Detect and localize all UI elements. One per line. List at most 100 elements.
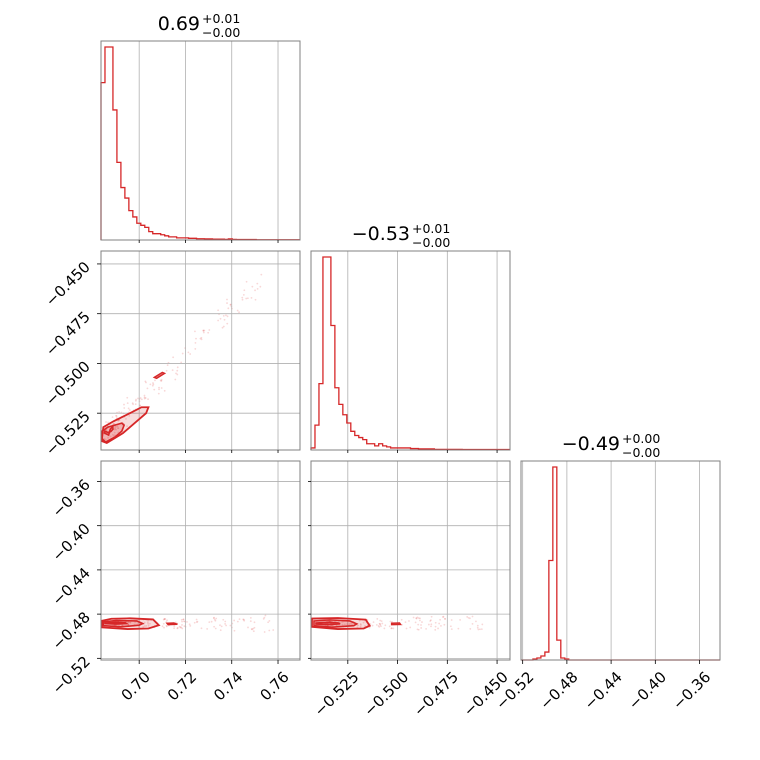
sample-point-2-7 — [208, 621, 211, 624]
title-param-1-minus: −0.00 — [202, 25, 240, 40]
sample-point-1-123 — [222, 314, 225, 317]
sample-point-2-91 — [247, 626, 249, 629]
sample-point-1-162 — [143, 396, 146, 399]
sample-point-3-168 — [430, 623, 433, 626]
sample-point-3-24 — [400, 618, 403, 621]
sample-point-1-36 — [109, 435, 112, 438]
sample-point-1-42 — [226, 298, 228, 301]
sample-point-3-141 — [477, 628, 480, 631]
sample-point-1-147 — [158, 388, 160, 391]
sample-point-3-174 — [476, 624, 479, 627]
sample-point-3-140 — [331, 620, 333, 623]
sample-point-1-10 — [152, 383, 155, 386]
sample-point-1-126 — [254, 298, 257, 301]
sample-point-1-167 — [245, 297, 248, 300]
sample-point-3-115 — [341, 621, 343, 623]
sample-point-2-88 — [164, 618, 167, 620]
sample-point-3-145 — [417, 628, 420, 631]
sample-point-1-93 — [126, 402, 129, 405]
sample-point-3-148 — [389, 620, 392, 623]
sample-point-2-44 — [267, 621, 270, 624]
sample-point-3-29 — [350, 622, 352, 625]
sample-point-3-133 — [429, 620, 432, 622]
sample-point-2-28 — [213, 625, 216, 628]
sample-point-1-97 — [107, 421, 110, 424]
sample-point-3-91 — [336, 624, 338, 627]
sample-point-1-4 — [143, 394, 146, 397]
sample-point-1-94 — [256, 288, 259, 290]
contour-blob-3 — [390, 622, 402, 626]
x-tick-label-3-4: −0.40 — [625, 668, 670, 713]
sample-point-1-111 — [202, 331, 205, 334]
sample-point-2-6 — [147, 624, 150, 627]
sample-point-1-99 — [160, 380, 163, 382]
sample-point-2-142 — [210, 620, 213, 623]
sample-point-1-143 — [112, 422, 115, 425]
sample-point-1-54 — [158, 386, 160, 389]
sample-point-3-150 — [419, 619, 421, 622]
sample-point-2-84 — [147, 622, 150, 625]
sample-point-3-99 — [466, 616, 469, 618]
sample-point-1-68 — [241, 298, 244, 301]
histogram-param-3 — [521, 466, 720, 661]
sample-point-2-36 — [181, 627, 184, 630]
sample-point-1-28 — [217, 309, 220, 312]
title-param-3-plus: +0.00 — [622, 431, 660, 446]
sample-point-3-110 — [341, 623, 344, 626]
sample-point-1-46 — [175, 372, 177, 375]
histogram-param-2 — [310, 256, 510, 451]
sample-point-3-93 — [475, 620, 477, 623]
sample-point-2-54 — [214, 619, 217, 622]
title-param-1-median: 0.69 — [158, 13, 200, 35]
sample-point-2-145 — [251, 628, 254, 631]
sample-point-1-156 — [114, 425, 117, 428]
sample-point-2-109 — [195, 618, 198, 621]
sample-point-1-41 — [163, 389, 166, 392]
sample-point-3-22 — [384, 624, 387, 627]
sample-point-1-9 — [241, 296, 244, 299]
sample-point-2-151 — [242, 618, 245, 621]
sample-point-1-139 — [139, 397, 142, 399]
sample-point-1-50 — [254, 289, 256, 292]
sample-point-2-11 — [182, 618, 185, 621]
sample-point-1-154 — [259, 285, 262, 288]
sample-point-3-44 — [388, 625, 391, 628]
sample-point-3-19 — [415, 617, 418, 620]
panel-frame-3-3 — [520, 460, 721, 661]
sample-point-1-90 — [134, 399, 137, 402]
sample-point-2-162 — [268, 619, 271, 622]
sample-point-2-1 — [162, 618, 165, 621]
contour-middle-1 — [101, 422, 126, 444]
sample-point-1-89 — [117, 419, 120, 422]
contour-outer-1 — [100, 406, 150, 445]
sample-point-1-145 — [128, 409, 131, 411]
sample-point-3-2 — [356, 626, 359, 629]
sample-point-1-141 — [116, 425, 119, 428]
sample-point-1-88 — [200, 338, 203, 341]
x-tick-label-1-2: 0.72 — [164, 668, 200, 704]
sample-point-3-112 — [409, 626, 412, 629]
sample-point-3-152 — [408, 620, 410, 622]
sample-point-2-164 — [253, 626, 256, 629]
sample-point-1-26 — [113, 428, 116, 431]
sample-point-3-16 — [381, 622, 384, 625]
sample-point-3-122 — [459, 619, 462, 621]
sample-point-3-84 — [383, 627, 386, 630]
sample-point-2-116 — [263, 616, 266, 619]
sample-point-3-169 — [343, 623, 346, 626]
title-param-2-minus: −0.00 — [412, 235, 450, 250]
sample-point-2-3 — [268, 629, 271, 632]
sample-point-2-16 — [249, 620, 252, 623]
sample-point-2-169 — [129, 621, 132, 624]
sample-point-3-53 — [417, 617, 420, 620]
sample-point-1-55 — [176, 366, 179, 369]
sample-point-1-160 — [203, 329, 206, 332]
sample-point-3-14 — [434, 621, 437, 624]
sample-point-1-96 — [187, 351, 190, 354]
panel-frame-3-1 — [100, 460, 301, 661]
sample-point-1-168 — [151, 384, 154, 387]
sample-point-1-176 — [207, 331, 210, 334]
sample-point-1-127 — [105, 421, 107, 423]
y-tick-label-3-3: −0.44 — [49, 564, 94, 609]
